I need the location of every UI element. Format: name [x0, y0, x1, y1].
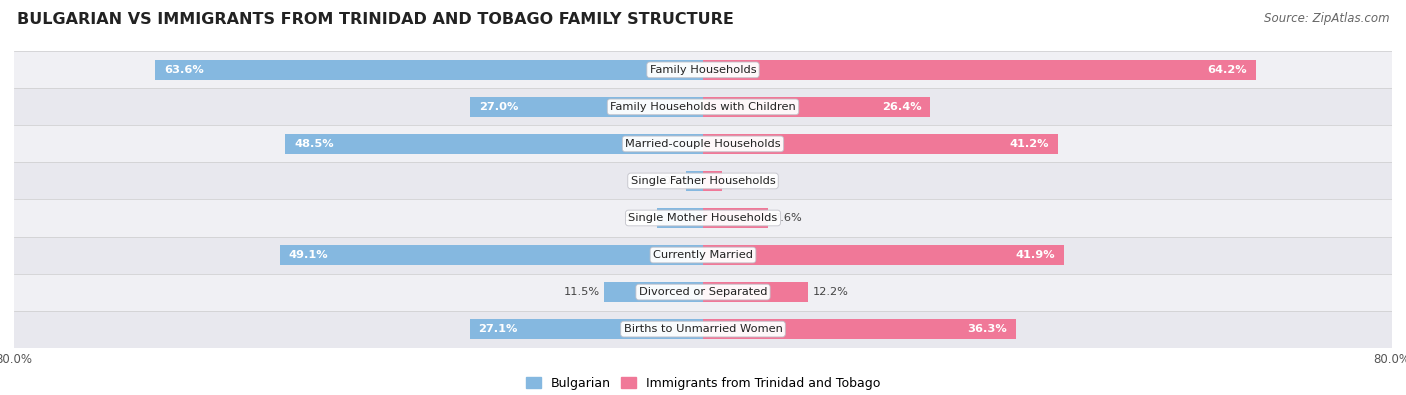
- Text: 2.0%: 2.0%: [652, 176, 682, 186]
- Bar: [14, 88, 1392, 126]
- Bar: [703, 97, 931, 117]
- Bar: [155, 60, 703, 80]
- Text: 27.1%: 27.1%: [478, 324, 517, 334]
- Text: 41.9%: 41.9%: [1015, 250, 1056, 260]
- Text: Single Mother Households: Single Mother Households: [628, 213, 778, 223]
- Legend: Bulgarian, Immigrants from Trinidad and Tobago: Bulgarian, Immigrants from Trinidad and …: [520, 372, 886, 395]
- Text: 36.3%: 36.3%: [967, 324, 1007, 334]
- Bar: [703, 134, 1057, 154]
- Bar: [703, 245, 1064, 265]
- Bar: [14, 199, 1392, 237]
- Bar: [703, 60, 1256, 80]
- Bar: [14, 51, 1392, 88]
- Text: 12.2%: 12.2%: [813, 287, 848, 297]
- Text: Currently Married: Currently Married: [652, 250, 754, 260]
- Bar: [14, 237, 1392, 273]
- Text: 27.0%: 27.0%: [479, 102, 519, 112]
- Bar: [14, 126, 1392, 162]
- Text: BULGARIAN VS IMMIGRANTS FROM TRINIDAD AND TOBAGO FAMILY STRUCTURE: BULGARIAN VS IMMIGRANTS FROM TRINIDAD AN…: [17, 12, 734, 27]
- Text: 26.4%: 26.4%: [882, 102, 922, 112]
- Bar: [703, 282, 808, 302]
- Text: 7.6%: 7.6%: [773, 213, 801, 223]
- Text: Divorced or Separated: Divorced or Separated: [638, 287, 768, 297]
- Text: 48.5%: 48.5%: [294, 139, 333, 149]
- Text: 11.5%: 11.5%: [564, 287, 599, 297]
- Bar: [471, 97, 703, 117]
- Text: Family Households with Children: Family Households with Children: [610, 102, 796, 112]
- Text: Family Households: Family Households: [650, 65, 756, 75]
- Bar: [658, 208, 703, 228]
- Bar: [703, 171, 721, 191]
- Text: Married-couple Households: Married-couple Households: [626, 139, 780, 149]
- Bar: [14, 310, 1392, 348]
- Bar: [703, 208, 769, 228]
- Text: 41.2%: 41.2%: [1010, 139, 1049, 149]
- Text: 64.2%: 64.2%: [1208, 65, 1247, 75]
- Text: 49.1%: 49.1%: [288, 250, 329, 260]
- Bar: [605, 282, 703, 302]
- Bar: [703, 319, 1015, 339]
- Bar: [14, 162, 1392, 199]
- Bar: [280, 245, 703, 265]
- Bar: [686, 171, 703, 191]
- Text: 2.2%: 2.2%: [727, 176, 755, 186]
- Bar: [14, 273, 1392, 310]
- Text: 5.3%: 5.3%: [624, 213, 652, 223]
- Text: 63.6%: 63.6%: [165, 65, 204, 75]
- Bar: [285, 134, 703, 154]
- Bar: [470, 319, 703, 339]
- Text: Source: ZipAtlas.com: Source: ZipAtlas.com: [1264, 12, 1389, 25]
- Text: Births to Unmarried Women: Births to Unmarried Women: [624, 324, 782, 334]
- Text: Single Father Households: Single Father Households: [631, 176, 775, 186]
